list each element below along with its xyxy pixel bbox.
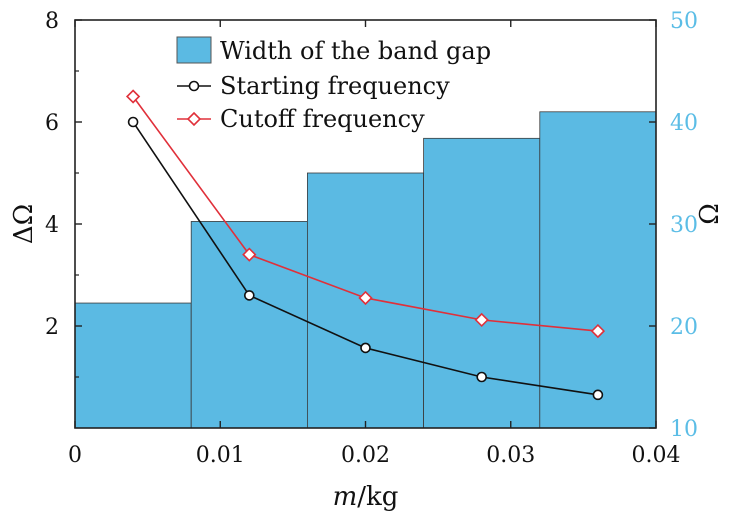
legend-cutoff-marker <box>186 111 202 127</box>
cutoff-point-4 <box>590 323 606 339</box>
legend-label-cutoff-frequency: Cutoff frequency <box>220 105 425 133</box>
bars-layer <box>74 111 657 429</box>
legend-label-band-gap: Width of the band gap <box>220 37 491 65</box>
cutoff-point-0 <box>125 89 141 104</box>
bar-3 <box>423 137 541 429</box>
bar-0 <box>74 302 192 429</box>
ticks-layer: 0 0.01 0.02 0.03 0.04 2 4 6 8 10 20 30 40 50 <box>45 9 698 468</box>
y-left-tick-label-0: 2 <box>45 315 59 340</box>
starting-point-0 <box>127 116 139 128</box>
x-tick-label-4: 0.04 <box>632 443 681 468</box>
x-tick-label-0: 0 <box>68 443 82 468</box>
y-axis-right-label: Ω <box>695 203 725 225</box>
cutoff-point-3 <box>474 312 489 328</box>
y-left-tick-label-1: 4 <box>45 213 59 238</box>
y-axis-left-label: ΔΩ <box>9 204 39 244</box>
y-right-tick-label-2: 30 <box>670 213 698 238</box>
y-right-tick-label-1: 20 <box>670 315 698 340</box>
x-tick-label-2: 0.02 <box>341 443 390 468</box>
starting-point-3 <box>476 371 488 383</box>
y-right-tick-label-4: 50 <box>670 9 698 34</box>
x-tick-label-3: 0.03 <box>486 443 535 468</box>
starting-point-4 <box>592 389 604 401</box>
legend-label-starting-frequency: Starting frequency <box>220 72 450 100</box>
y-right-tick-label-3: 40 <box>670 111 698 136</box>
y-left-tick-label-3: 8 <box>45 9 59 34</box>
x-tick-label-1: 0.01 <box>196 443 245 468</box>
cutoff-point-1 <box>242 247 257 262</box>
starting-point-2 <box>360 342 371 354</box>
lines-layer <box>125 89 606 401</box>
y-right-tick-label-0: 10 <box>670 417 698 442</box>
x-axis-label-var: m <box>333 482 358 512</box>
starting-point-1 <box>244 290 255 301</box>
legend: Width of the band gap Starting frequency… <box>176 36 491 133</box>
cutoff-point-2 <box>358 290 373 306</box>
legend-starting-marker <box>188 80 200 92</box>
x-axis-label: m/kg <box>333 482 399 512</box>
bar-4 <box>539 111 657 429</box>
y-left-tick-label-2: 6 <box>45 111 59 136</box>
x-axis-label-unit: /kg <box>357 482 398 512</box>
legend-bar-swatch <box>176 36 212 64</box>
